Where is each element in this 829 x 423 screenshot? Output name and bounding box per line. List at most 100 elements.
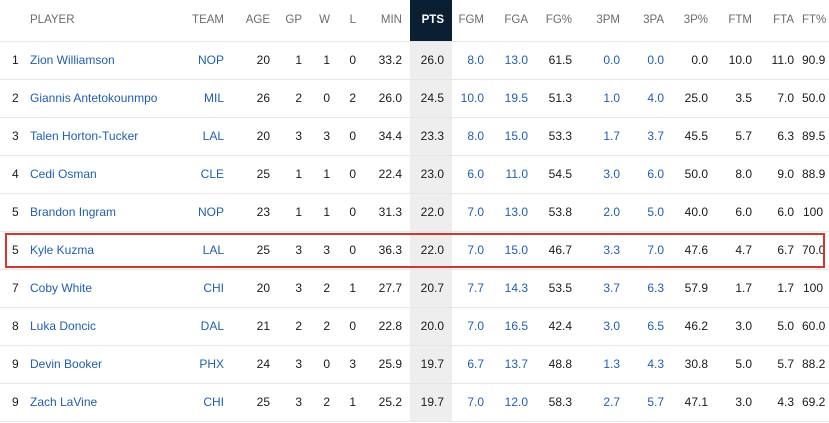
cell-l: 0	[349, 243, 356, 257]
cell-player[interactable]: Luka Doncic	[30, 319, 97, 333]
cell-team[interactable]: CHI	[203, 395, 224, 409]
cell-fga[interactable]: 19.5	[504, 91, 528, 105]
column-header-w[interactable]: W	[310, 0, 338, 42]
header-row: PLAYER TEAM AGE GP W L MIN PTS FGM FGA FG% 3PM 3PA 3P…	[0, 0, 829, 42]
cell-player[interactable]: Talen Horton-Tucker	[30, 129, 139, 143]
cell-tpm[interactable]: 1.7	[603, 129, 620, 143]
cell-min: 34.4	[378, 129, 402, 143]
column-header-fga[interactable]: FGA	[492, 0, 536, 42]
column-header-fta[interactable]: FTA	[760, 0, 802, 42]
column-header-ft-pct[interactable]: FT%	[802, 0, 829, 42]
cell-tpm[interactable]: 3.7	[603, 281, 620, 295]
cell-team[interactable]: CHI	[203, 281, 224, 295]
cell-player[interactable]: Zach LaVine	[30, 395, 98, 409]
column-header-fg-pct[interactable]: FG%	[536, 0, 580, 42]
cell-tpa[interactable]: 4.3	[647, 357, 664, 371]
cell-tpa[interactable]: 3.7	[647, 129, 664, 143]
column-header-player[interactable]: PLAYER	[24, 0, 186, 42]
cell-tpm[interactable]: 3.3	[603, 243, 620, 257]
cell-fga[interactable]: 12.0	[504, 395, 528, 409]
cell-l: 0	[349, 167, 356, 181]
cell-player[interactable]: Cedi Osman	[30, 167, 97, 181]
cell-fgm[interactable]: 7.7	[467, 281, 484, 295]
table-row: 7 Coby White CHI 20 3 2 1 27.7 20.7 7.7 14.3 53.5 3.…	[0, 269, 829, 307]
cell-tpa[interactable]: 6.3	[647, 281, 664, 295]
cell-rank: 5	[12, 243, 19, 257]
cell-team[interactable]: PHX	[199, 357, 224, 371]
cell-player[interactable]: Devin Booker	[30, 357, 103, 371]
cell-fga[interactable]: 15.0	[504, 243, 528, 257]
cell-team[interactable]: LAL	[202, 243, 224, 257]
cell-fta: 7.0	[777, 91, 794, 105]
cell-fga[interactable]: 13.0	[504, 205, 528, 219]
cell-tpa[interactable]: 5.7	[647, 395, 664, 409]
cell-player[interactable]: Giannis Antetokounmpo	[30, 91, 158, 105]
cell-team[interactable]: DAL	[200, 319, 224, 333]
cell-fgp: 54.5	[548, 167, 572, 181]
cell-l: 0	[349, 319, 356, 333]
cell-tpa[interactable]: 0.0	[647, 53, 664, 67]
cell-fgm[interactable]: 10.0	[460, 91, 484, 105]
cell-fgm[interactable]: 6.0	[467, 167, 484, 181]
cell-min: 22.8	[378, 319, 402, 333]
cell-fgp: 46.7	[548, 243, 572, 257]
cell-fga[interactable]: 14.3	[504, 281, 528, 295]
cell-fgm[interactable]: 7.0	[467, 395, 484, 409]
cell-fgp: 58.3	[548, 395, 572, 409]
table-row: 5 Kyle Kuzma LAL 25 3 3 0 36.3 22.0 7.0 15.0 46.7 3.…	[0, 231, 829, 269]
cell-ftp: 90.9	[802, 53, 826, 67]
cell-pts: 22.0	[410, 231, 452, 269]
column-header-l[interactable]: L	[338, 0, 364, 42]
cell-tpm[interactable]: 2.7	[603, 395, 620, 409]
cell-gp: 3	[295, 281, 302, 295]
cell-fgm[interactable]: 8.0	[467, 53, 484, 67]
cell-team[interactable]: CLE	[200, 167, 224, 181]
cell-fga[interactable]: 13.0	[504, 53, 528, 67]
column-header-ftm[interactable]: FTM	[716, 0, 760, 42]
column-header-age[interactable]: AGE	[232, 0, 278, 42]
cell-tpm[interactable]: 3.0	[603, 167, 620, 181]
column-header-pts[interactable]: PTS	[410, 0, 452, 42]
column-header-3pa[interactable]: 3PA	[628, 0, 672, 42]
cell-tpp: 40.0	[684, 205, 708, 219]
column-header-3p-pct[interactable]: 3P%	[672, 0, 716, 42]
column-header-min[interactable]: MIN	[364, 0, 410, 42]
cell-team[interactable]: NOP	[197, 53, 224, 67]
cell-tpm[interactable]: 0.0	[603, 53, 620, 67]
cell-tpm[interactable]: 2.0	[603, 205, 620, 219]
cell-fgm[interactable]: 7.0	[467, 243, 484, 257]
column-header-fgm[interactable]: FGM	[452, 0, 492, 42]
cell-player[interactable]: Coby White	[30, 281, 93, 295]
cell-fgm[interactable]: 8.0	[467, 129, 484, 143]
cell-w: 2	[323, 395, 330, 409]
cell-ftp: 88.2	[802, 357, 826, 371]
cell-tpp: 57.9	[684, 281, 708, 295]
column-header-gp[interactable]: GP	[278, 0, 310, 42]
cell-tpm[interactable]: 1.0	[603, 91, 620, 105]
cell-team[interactable]: LAL	[202, 129, 224, 143]
cell-tpa[interactable]: 7.0	[647, 243, 664, 257]
cell-team[interactable]: NOP	[197, 205, 224, 219]
cell-tpm[interactable]: 3.0	[603, 319, 620, 333]
cell-fga[interactable]: 16.5	[504, 319, 528, 333]
column-header-team[interactable]: TEAM	[186, 0, 232, 42]
cell-team[interactable]: MIL	[203, 91, 224, 105]
cell-fgm[interactable]: 7.0	[467, 205, 484, 219]
cell-player[interactable]: Brandon Ingram	[30, 205, 117, 219]
cell-pts: 26.0	[410, 41, 452, 79]
cell-fga[interactable]: 11.0	[505, 167, 528, 181]
cell-tpa[interactable]: 6.5	[647, 319, 664, 333]
cell-tpa[interactable]: 5.0	[647, 205, 664, 219]
cell-tpa[interactable]: 6.0	[647, 167, 664, 181]
cell-fga[interactable]: 15.0	[504, 129, 528, 143]
cell-player[interactable]: Zion Williamson	[30, 53, 115, 67]
cell-tpm[interactable]: 1.3	[603, 357, 620, 371]
cell-fgm[interactable]: 7.0	[467, 319, 484, 333]
cell-fga[interactable]: 13.7	[504, 357, 528, 371]
cell-tpa[interactable]: 4.0	[647, 91, 664, 105]
column-header-3pm[interactable]: 3PM	[580, 0, 628, 42]
table-row: 5 Brandon Ingram NOP 23 1 1 0 31.3 22.0 7.0 13.0 53…	[0, 193, 829, 231]
cell-fta: 6.3	[777, 129, 794, 143]
cell-player[interactable]: Kyle Kuzma	[30, 243, 95, 257]
cell-fgm[interactable]: 6.7	[467, 357, 484, 371]
